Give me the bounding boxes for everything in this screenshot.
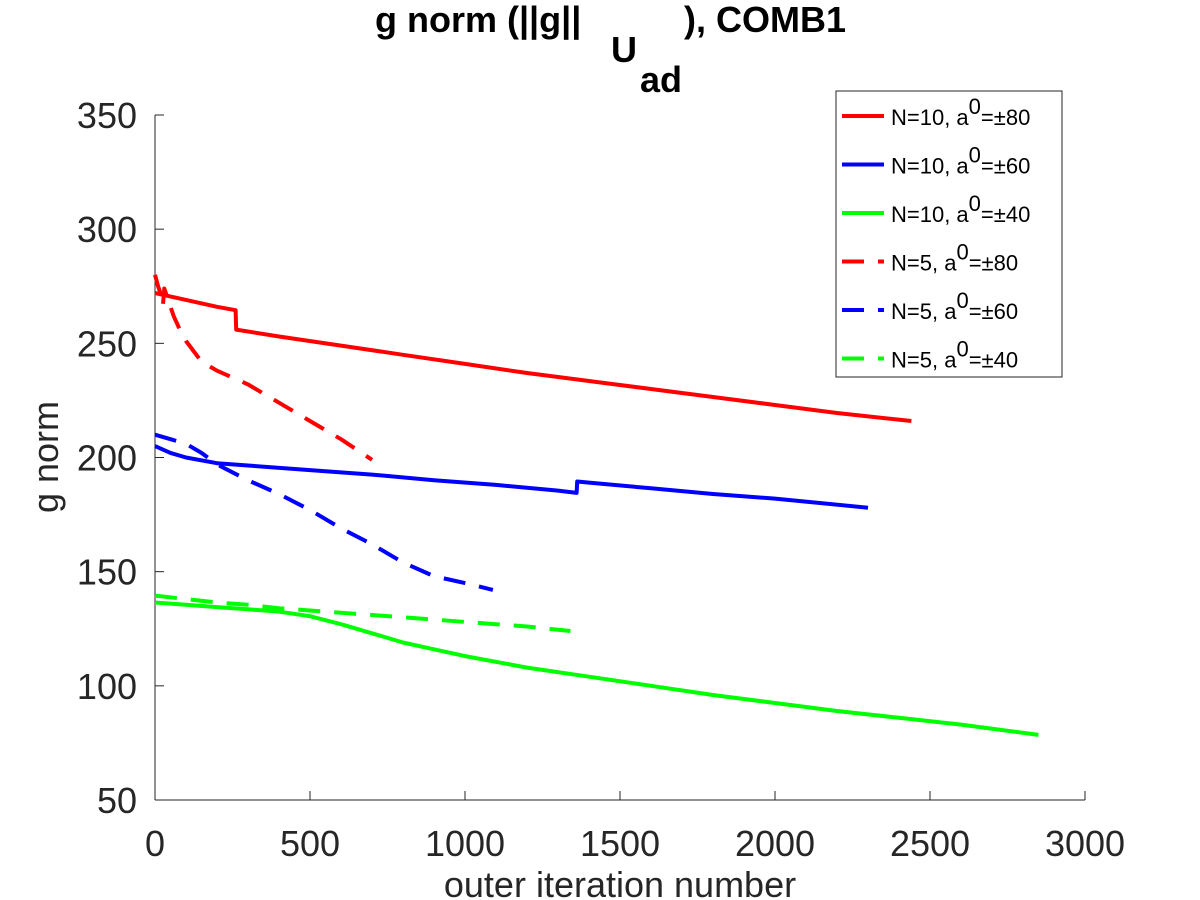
x-tick-label: 0 bbox=[145, 823, 165, 864]
series-line-4 bbox=[153, 274, 374, 462]
y-tick-label: 100 bbox=[77, 666, 137, 707]
y-ticks: 50 100 150 200 250 300 350 bbox=[77, 95, 164, 821]
legend-label: N=5, a0=±80 bbox=[891, 240, 1018, 276]
y-tick-label: 200 bbox=[77, 438, 137, 479]
y-tick-label: 300 bbox=[77, 209, 137, 250]
x-tick-label: 1500 bbox=[580, 823, 660, 864]
legend-label: N=10, a0=±40 bbox=[891, 191, 1030, 227]
y-tick-label: 50 bbox=[97, 780, 137, 821]
x-ticks: 0 500 1000 1500 2000 2500 3000 bbox=[145, 791, 1125, 864]
y-tick-label: 250 bbox=[77, 323, 137, 364]
legend-label: N=5, a0=±40 bbox=[891, 337, 1018, 373]
title-subscript-ad: ad bbox=[640, 59, 682, 100]
series-line-6 bbox=[154, 593, 571, 633]
legend: N=10, a0=±80 N=10, a0=±60 N=10, a0=±40 N=5,… bbox=[835, 90, 1063, 378]
series-group bbox=[153, 274, 1039, 737]
x-tick-label: 1000 bbox=[425, 823, 505, 864]
title-suffix: ), COMB1 bbox=[684, 0, 846, 40]
title-subscript-u: U bbox=[611, 29, 637, 70]
y-tick-label: 350 bbox=[77, 95, 137, 136]
svg-text:g norm (||g||: g norm (||g|| bbox=[375, 0, 581, 41]
legend-label: N=5, a0=±60 bbox=[891, 288, 1018, 324]
x-tick-label: 2000 bbox=[735, 823, 815, 864]
series-line-1 bbox=[154, 291, 912, 423]
title-prefix: g norm (||g|| bbox=[375, 0, 581, 41]
y-tick-label: 150 bbox=[77, 552, 137, 593]
x-tick-label: 3000 bbox=[1045, 823, 1125, 864]
y-axis-label: g norm bbox=[25, 401, 66, 513]
legend-label: N=10, a0=±60 bbox=[891, 143, 1030, 179]
legend-box bbox=[835, 90, 1063, 378]
chart-title: g norm (||g|| U ad ), COMB1 bbox=[375, 0, 846, 100]
series-line-3 bbox=[154, 600, 1039, 737]
series-line-2 bbox=[154, 444, 869, 510]
x-tick-label: 500 bbox=[280, 823, 340, 864]
legend-label: N=10, a0=±80 bbox=[891, 94, 1030, 130]
series-line-5 bbox=[154, 432, 494, 592]
x-axis-label: outer iteration number bbox=[444, 864, 796, 900]
x-tick-label: 2500 bbox=[890, 823, 970, 864]
